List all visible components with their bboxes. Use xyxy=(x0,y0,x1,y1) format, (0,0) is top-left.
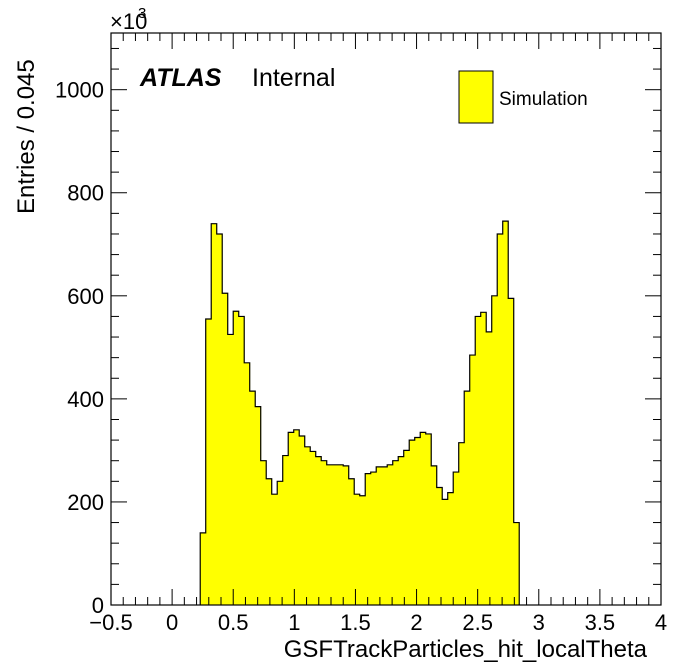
y-tick-label: 200 xyxy=(67,490,104,515)
histogram-bin xyxy=(271,494,278,605)
x-tick-label: 3 xyxy=(533,610,545,635)
histogram-bin xyxy=(436,487,443,605)
plot-frame xyxy=(110,32,662,606)
x-tick-label: 0.5 xyxy=(218,610,249,635)
histogram-bin xyxy=(354,494,361,605)
histogram-bin xyxy=(464,391,471,605)
histogram-bin xyxy=(458,442,465,605)
histogram-bin xyxy=(387,464,394,605)
histogram-bin xyxy=(266,478,273,605)
x-tick-label: 2.5 xyxy=(462,610,493,635)
histogram-bin xyxy=(403,450,410,605)
histogram-bin xyxy=(381,466,388,605)
y-tick-label: 0 xyxy=(92,593,104,618)
histogram-bin xyxy=(409,440,416,605)
x-axis-ticks: −0.5 0 0.5 1 1.5 2 2.5 3 3.5 4 xyxy=(89,33,667,635)
x-axis-title: GSFTrackParticles_hit_localTheta xyxy=(284,636,648,663)
histogram-bin xyxy=(475,316,482,605)
histogram-bin xyxy=(392,460,399,605)
histogram-bin xyxy=(260,460,267,605)
y-axis-multiplier: ×10 xyxy=(110,9,147,34)
x-tick-label: −0.5 xyxy=(89,610,132,635)
x-tick-label: 2 xyxy=(410,610,422,635)
y-axis-ticks: 0 200 400 600 800 1000 xyxy=(55,47,661,618)
y-tick-label: 400 xyxy=(67,387,104,412)
histogram-bin xyxy=(420,432,427,605)
histogram-bin xyxy=(502,221,509,605)
histogram-bin xyxy=(513,522,520,605)
legend-label: Simulation xyxy=(499,89,588,110)
histogram-bin xyxy=(376,466,383,605)
histogram-bin xyxy=(211,223,218,606)
histogram-bars xyxy=(200,221,520,606)
y-axis-title: Entries / 0.045 xyxy=(13,59,40,214)
histogram-bin xyxy=(277,481,284,605)
x-tick-label: 0 xyxy=(166,610,178,635)
atlas-label: ATLAS xyxy=(139,64,222,92)
histogram-bin xyxy=(238,316,245,605)
histogram-bin xyxy=(321,460,328,605)
y-tick-label: 600 xyxy=(67,284,104,309)
histogram-bin xyxy=(244,362,251,605)
histogram-bin xyxy=(414,437,421,605)
y-axis-multiplier-exponent: 3 xyxy=(138,5,146,22)
histogram-bin xyxy=(359,495,366,605)
histogram-bin xyxy=(508,298,515,605)
x-tick-label: 1.5 xyxy=(340,610,371,635)
y-tick-label: 1000 xyxy=(55,78,104,103)
histogram-bin xyxy=(293,429,300,605)
histogram-bin xyxy=(491,295,498,605)
histogram-bin xyxy=(398,456,405,605)
histogram-bin xyxy=(216,233,223,605)
histogram-bin xyxy=(425,433,432,605)
histogram-bin xyxy=(200,532,207,605)
histogram-bin xyxy=(431,465,438,605)
histogram-bin xyxy=(233,311,240,605)
histogram-bin xyxy=(304,446,311,605)
histogram-outline xyxy=(199,220,520,605)
histogram-bin xyxy=(299,435,306,605)
histogram-bin xyxy=(337,464,344,605)
histogram-bin xyxy=(447,492,454,605)
internal-label: Internal xyxy=(252,64,335,92)
histogram-bin xyxy=(332,464,339,605)
x-tick-label: 4 xyxy=(655,610,667,635)
x-tick-label: 1 xyxy=(288,610,300,635)
histogram-bin xyxy=(227,334,234,605)
histogram-bin xyxy=(348,478,355,605)
histogram-bin xyxy=(315,456,322,605)
histogram-bin xyxy=(442,499,449,605)
histogram-bin xyxy=(205,319,212,605)
histogram-bin xyxy=(469,355,476,605)
legend-swatch xyxy=(458,70,494,124)
histogram-bin xyxy=(370,472,377,605)
x-tick-label: 3.5 xyxy=(585,610,616,635)
y-tick-label: 800 xyxy=(67,181,104,206)
histogram-bin xyxy=(255,406,262,605)
histogram-bin xyxy=(343,465,350,605)
histogram-bin xyxy=(222,293,229,605)
histogram-bin xyxy=(486,331,493,605)
histogram-bin xyxy=(453,472,460,605)
histogram-bin xyxy=(288,432,295,605)
histogram-bin xyxy=(365,473,372,605)
histogram-bin xyxy=(249,391,256,605)
histogram-bin xyxy=(326,464,333,605)
histogram-bin xyxy=(310,451,317,605)
histogram-bin xyxy=(480,312,487,605)
histogram-bin xyxy=(497,233,504,605)
histogram-bin xyxy=(282,455,289,605)
